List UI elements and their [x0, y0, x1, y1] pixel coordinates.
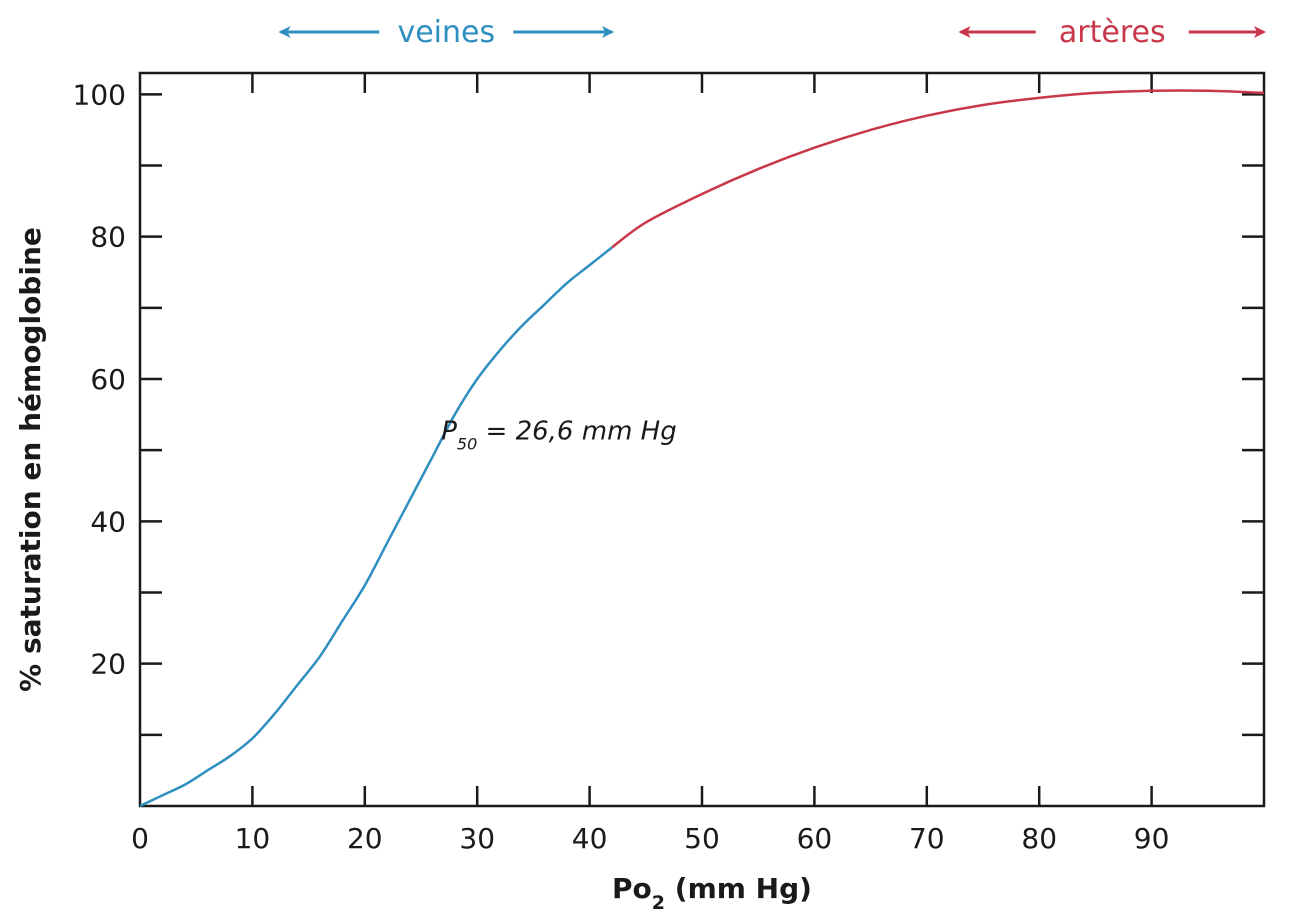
annotations: P50 = 26,6 mm Hg: [441, 417, 677, 454]
x-tick-label: 60: [797, 822, 833, 855]
y-tick-label: 100: [73, 78, 126, 111]
axes: 0 10 20 30 40 50 60 70 80 90 20 40 60 80 100: [73, 71, 1266, 855]
plot-frame: [138, 71, 1266, 808]
x-axis-title-rest: (mm Hg): [665, 872, 812, 905]
p50-annotation-sub: 50: [457, 434, 477, 453]
p50-annotation: P50 = 26,6 mm Hg: [441, 417, 677, 454]
y-axis-title: % saturation en hémoglobine: [14, 227, 47, 692]
x-axis-title-main: Po: [612, 872, 652, 905]
series-lines: [139, 89, 1265, 808]
series-line-1: [611, 89, 1265, 249]
x-tick-label: 80: [1021, 822, 1057, 855]
x-axis-title: Po2 (mm Hg): [612, 872, 812, 914]
p50-annotation-rest: = 26,6 mm Hg: [477, 417, 676, 447]
x-axis-title-sub: 2: [652, 892, 665, 914]
y-axis-ticks: 20 40 60 80 100: [73, 78, 1264, 737]
y-tick-label: 60: [90, 363, 126, 396]
region-label-1: artères: [1059, 15, 1166, 50]
region-annotations: veines artères: [278, 15, 1266, 50]
x-tick-label: 50: [684, 822, 720, 855]
x-tick-label: 90: [1134, 822, 1170, 855]
x-tick-label: 20: [347, 822, 383, 855]
y-tick-label: 80: [90, 221, 126, 254]
region-label-0: veines: [397, 15, 495, 50]
x-tick-label: 0: [131, 822, 149, 855]
y-tick-label: 40: [90, 505, 126, 538]
x-tick-label: 30: [459, 822, 495, 855]
x-tick-label: 70: [909, 822, 945, 855]
x-tick-label: 10: [235, 822, 271, 855]
y-tick-label: 20: [90, 648, 126, 681]
p50-annotation-main: P: [441, 417, 457, 447]
series-line-0: [139, 246, 613, 808]
x-axis-ticks: 0 10 20 30 40 50 60 70 80 90: [131, 73, 1169, 855]
x-tick-label: 40: [572, 822, 608, 855]
